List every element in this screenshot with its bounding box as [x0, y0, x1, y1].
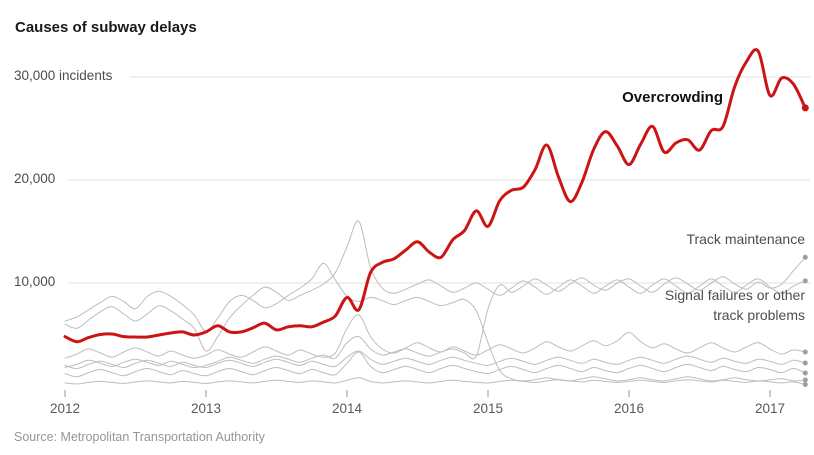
x-axis-year-label: 2014: [331, 401, 363, 416]
annotation-track-maintenance: Track maintenance: [686, 231, 805, 247]
y-axis-label-30000: 30,000 incidents: [14, 68, 113, 83]
x-axis-year-label: 2016: [613, 401, 645, 416]
x-axis-year-label: 2015: [472, 401, 504, 416]
y-axis-label-20000: 20,000: [14, 171, 56, 186]
annotation-signal-failures-line2: track problems: [713, 307, 805, 323]
x-axis-year-label: 2013: [190, 401, 222, 416]
source-credit: Source: Metropolitan Transportation Auth…: [14, 430, 265, 444]
x-axis-year-label: 2012: [49, 401, 81, 416]
page-title: Causes of subway delays: [15, 19, 197, 36]
annotation-signal-failures: Signal failures or other track problems: [665, 285, 805, 325]
annotation-signal-failures-line1: Signal failures or other: [664, 287, 805, 303]
x-axis-year-label: 2017: [754, 401, 786, 416]
y-axis-label-10000: 10,000: [14, 274, 56, 289]
annotation-overcrowding: Overcrowding: [622, 89, 723, 106]
